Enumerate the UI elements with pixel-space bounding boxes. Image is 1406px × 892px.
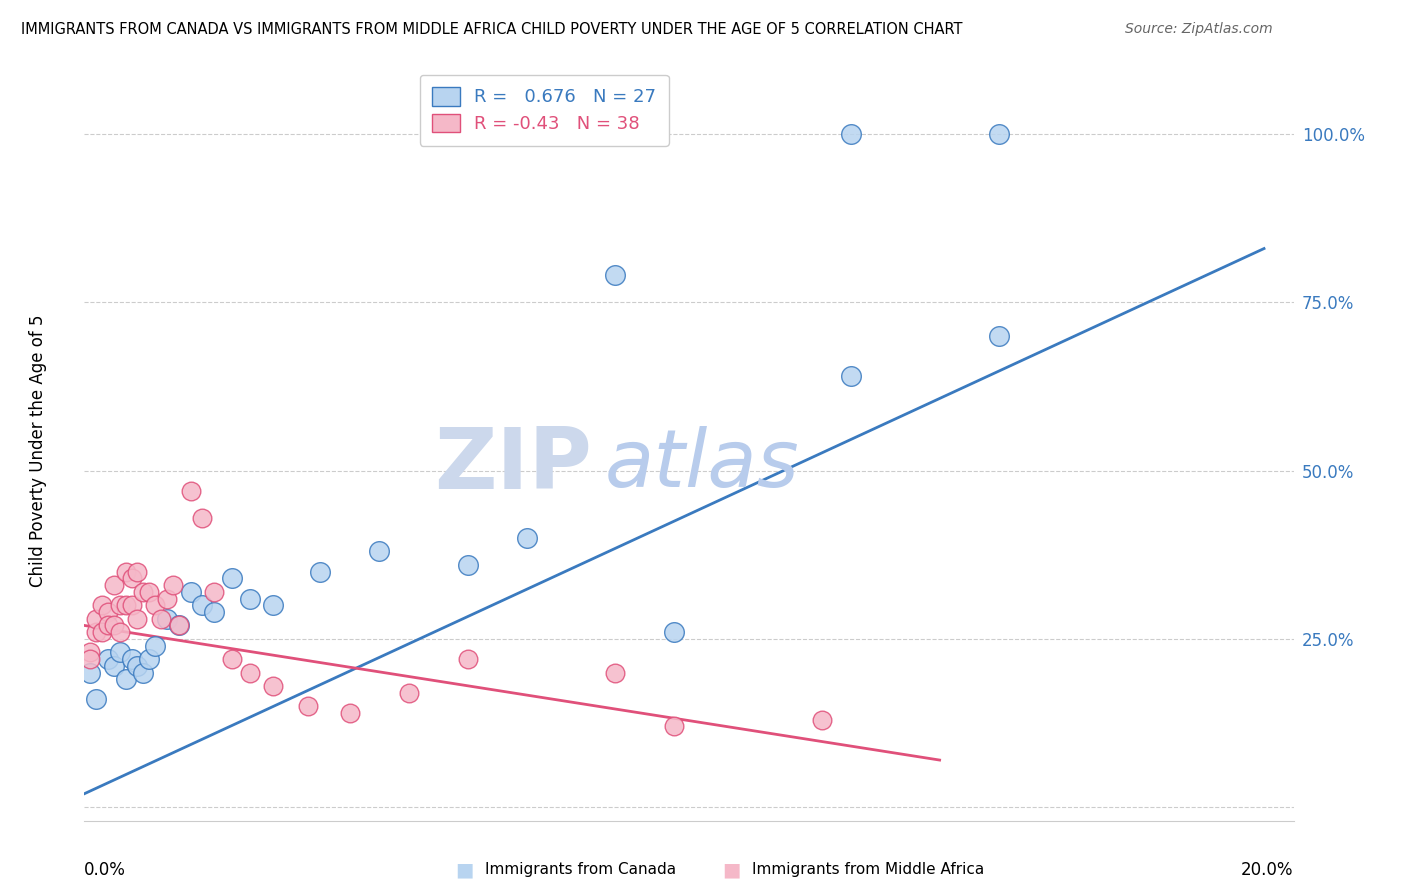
Point [91, 599, 114, 613]
Point [97, 605, 120, 619]
Point [138, 652, 160, 666]
Text: 20.0%: 20.0% [1241, 862, 1294, 880]
Point [221, 652, 243, 666]
Point [114, 565, 136, 579]
Point [150, 612, 173, 626]
Text: Immigrants from Middle Africa: Immigrants from Middle Africa [752, 863, 984, 877]
Point [309, 565, 332, 579]
Point [84, 625, 107, 640]
Point [180, 483, 202, 498]
Point [987, 329, 1010, 343]
Point [79, 665, 101, 680]
Point [108, 625, 131, 640]
Point [839, 369, 862, 384]
Point [156, 591, 179, 606]
Point [167, 618, 190, 632]
Point [132, 584, 155, 599]
Point [127, 658, 149, 673]
Point [103, 618, 125, 632]
Point [180, 584, 202, 599]
Point [97, 618, 120, 632]
Text: Immigrants from Canada: Immigrants from Canada [485, 863, 676, 877]
Point [664, 625, 686, 640]
Point [605, 665, 627, 680]
Point [121, 571, 143, 585]
Point [839, 127, 862, 141]
Point [108, 599, 131, 613]
Point [191, 599, 214, 613]
Point [339, 706, 361, 720]
Point [398, 686, 420, 700]
Point [368, 544, 391, 558]
Point [79, 645, 101, 659]
Point [132, 665, 155, 680]
Point [121, 599, 143, 613]
Point [127, 565, 149, 579]
Point [457, 558, 479, 572]
Text: Child Poverty Under the Age of 5: Child Poverty Under the Age of 5 [30, 314, 48, 587]
Point [262, 599, 284, 613]
Text: IMMIGRANTS FROM CANADA VS IMMIGRANTS FROM MIDDLE AFRICA CHILD POVERTY UNDER THE : IMMIGRANTS FROM CANADA VS IMMIGRANTS FRO… [21, 22, 963, 37]
Point [91, 625, 114, 640]
Point [156, 612, 179, 626]
Point [84, 612, 107, 626]
Text: ZIP: ZIP [434, 424, 592, 507]
Point [238, 591, 260, 606]
Point [97, 652, 120, 666]
Point [143, 639, 166, 653]
Point [987, 127, 1010, 141]
Point [664, 719, 686, 733]
Point [121, 652, 143, 666]
Text: atlas: atlas [605, 426, 799, 504]
Point [138, 584, 160, 599]
Point [810, 713, 832, 727]
Point [516, 531, 538, 545]
Point [191, 510, 214, 524]
Point [457, 652, 479, 666]
Point [103, 578, 125, 592]
Text: Source: ZipAtlas.com: Source: ZipAtlas.com [1125, 22, 1272, 37]
Point [114, 673, 136, 687]
Point [84, 692, 107, 706]
Point [297, 699, 319, 714]
Text: 0.0%: 0.0% [84, 862, 127, 880]
Point [79, 652, 101, 666]
Point [262, 679, 284, 693]
Point [127, 612, 149, 626]
Point [114, 599, 136, 613]
Point [167, 618, 190, 632]
Point [605, 268, 627, 283]
Legend: R =   0.676   N = 27, R = -0.43   N = 38: R = 0.676 N = 27, R = -0.43 N = 38 [420, 75, 669, 145]
Point [108, 645, 131, 659]
Text: ■: ■ [454, 860, 474, 880]
Point [238, 665, 260, 680]
Point [221, 571, 243, 585]
Point [143, 599, 166, 613]
Point [202, 584, 225, 599]
Point [202, 605, 225, 619]
Point [457, 127, 479, 141]
Text: ■: ■ [721, 860, 741, 880]
Point [103, 658, 125, 673]
Point [162, 578, 184, 592]
